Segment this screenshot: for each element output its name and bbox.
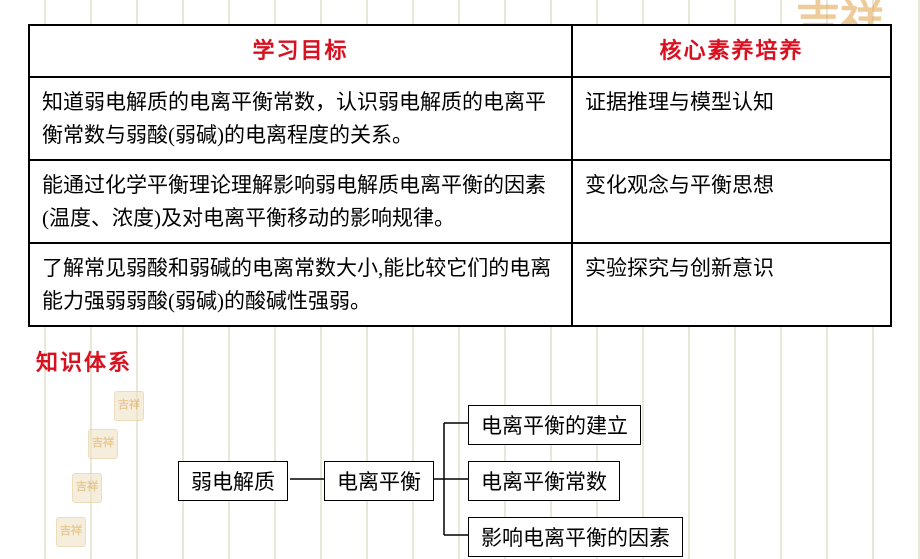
- node-leaf-2: 电离平衡常数: [468, 461, 620, 501]
- section-heading-knowledge-system: 知识体系: [36, 345, 892, 377]
- learning-objectives-table: 学习目标 核心素养培养 知道弱电解质的电离平衡常数，认识弱电解质的电离平衡常数与…: [28, 24, 892, 327]
- cell-objective: 能通过化学平衡理论理解影响弱电解质电离平衡的因素(温度、浓度)及对电离平衡移动的…: [29, 160, 572, 243]
- cell-competency: 证据推理与模型认知: [572, 77, 891, 160]
- node-root: 弱电解质: [178, 461, 288, 501]
- node-leaf-3: 影响电离平衡的因素: [468, 517, 683, 557]
- cell-objective: 知道弱电解质的电离平衡常数，认识弱电解质的电离平衡常数与弱酸(弱碱)的电离程度的…: [29, 77, 572, 160]
- node-mid: 电离平衡: [324, 461, 434, 501]
- table-row: 能通过化学平衡理论理解影响弱电解质电离平衡的因素(温度、浓度)及对电离平衡移动的…: [29, 160, 891, 243]
- node-leaf-1: 电离平衡的建立: [468, 405, 641, 445]
- table-row: 了解常见弱酸和弱碱的电离常数大小,能比较它们的电离能力强弱弱酸(弱碱)的酸碱性强…: [29, 243, 891, 326]
- header-competency: 核心素养培养: [572, 25, 891, 77]
- cell-objective: 了解常见弱酸和弱碱的电离常数大小,能比较它们的电离能力强弱弱酸(弱碱)的酸碱性强…: [29, 243, 572, 326]
- knowledge-tree-diagram: 吉祥 吉祥 吉祥 吉祥 弱电解质 电离平衡 电离平衡的建立 电离平衡常数 影响电…: [28, 389, 892, 559]
- cell-competency: 实验探究与创新意识: [572, 243, 891, 326]
- table-row: 知道弱电解质的电离平衡常数，认识弱电解质的电离平衡常数与弱酸(弱碱)的电离程度的…: [29, 77, 891, 160]
- cell-competency: 变化观念与平衡思想: [572, 160, 891, 243]
- header-objective: 学习目标: [29, 25, 572, 77]
- diagram-connectors: [28, 389, 892, 559]
